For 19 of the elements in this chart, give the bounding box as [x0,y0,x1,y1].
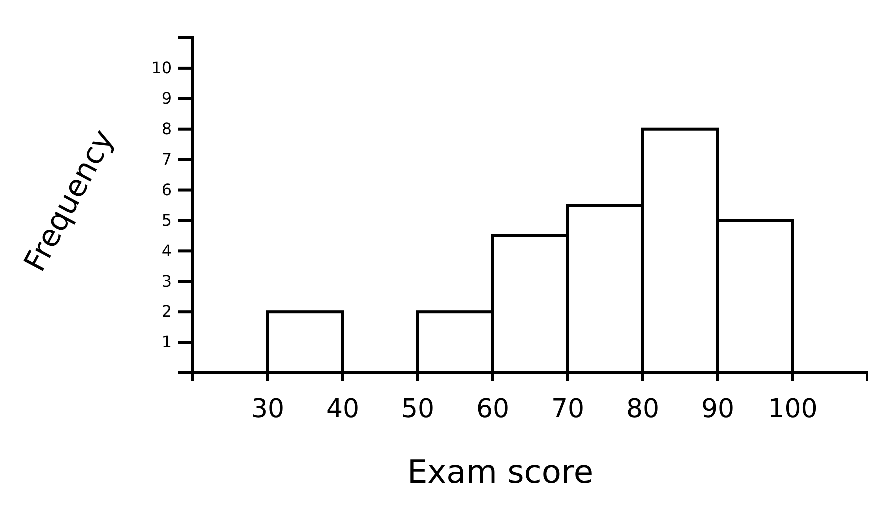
y-tick-label: 8 [162,119,172,138]
y-tick-label: 5 [162,210,172,230]
x-tick-label: 100 [768,394,818,424]
x-tick-label: 90 [701,394,735,424]
y-tick-label: 1 [162,332,172,352]
x-tick-label: 80 [626,394,660,424]
x-tick-label: 30 [251,394,285,424]
y-tick-label: 7 [162,150,172,169]
x-tick-label: 70 [551,394,585,424]
y-tick-label: 3 [162,272,172,291]
x-tick-label: 40 [326,394,360,424]
x-tick-label: 60 [476,394,510,424]
y-tick-label: 4 [162,241,172,260]
y-tick-label: 10 [152,58,172,78]
y-tick-label: 9 [162,89,172,108]
x-axis-title: Exam score [407,453,594,491]
y-tick-label: 6 [162,180,172,200]
y-tick-label: 2 [162,302,172,322]
x-tick-label: 50 [401,394,435,424]
